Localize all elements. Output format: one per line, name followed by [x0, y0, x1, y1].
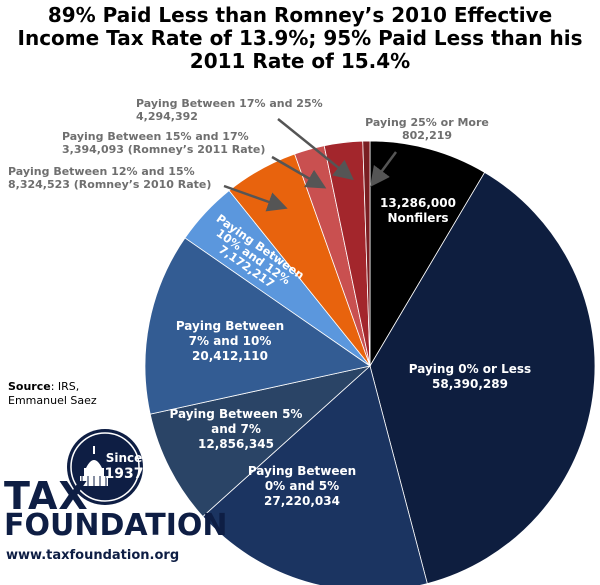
label-seven-to-10: Paying Between 7% and 10% 20,412,110: [176, 319, 284, 363]
label-five-to-7-line-1: Paying Between 5%: [170, 407, 303, 421]
label-five-to-7-line-2: and 7%: [211, 422, 261, 436]
slice-seven-to-10: [144, 237, 371, 415]
label-seventeen-to-25-line-1: Paying Between 17% and 25%: [136, 97, 323, 110]
logo-word-foundation: FOUNDATION: [4, 508, 228, 543]
label-zero-to-5: Paying Between 0% and 5% 27,220,034: [248, 464, 356, 508]
label-nonfilers: 13,286,000 Nonfilers: [380, 196, 456, 225]
label-five-to-7-line-3: 12,856,345: [198, 437, 274, 451]
source-label: Source: [8, 380, 51, 393]
label-seven-to-10-line-3: 20,412,110: [192, 349, 268, 363]
label-seven-to-10-line-2: 7% and 10%: [189, 334, 272, 348]
label-zero-to-5-line-3: 27,220,034: [264, 494, 340, 508]
label-zero-or-less-line-2: 58,390,289: [432, 377, 508, 391]
label-twelve-to-15-line-2: 8,324,523 (Romney’s 2010 Rate): [8, 178, 211, 191]
label-twelve-to-15: Paying Between 12% and 15% 8,324,523 (Rom…: [8, 165, 211, 191]
label-fifteen-to-17-line-1: Paying Between 15% and 17%: [62, 130, 249, 143]
logo-word-tax: TAX: [4, 474, 89, 518]
badge-year: 1937: [105, 466, 144, 482]
label-seventeen-to-25-line-2: 4,294,392: [136, 110, 198, 123]
label-zero-or-less-line-1: Paying 0% or Less: [409, 362, 531, 376]
label-nonfilers-line-2: Nonfilers: [387, 211, 448, 225]
source-text-1: : IRS,: [50, 380, 80, 393]
slice-five-to-7: [149, 365, 372, 518]
label-seven-to-10-line-1: Paying Between: [176, 319, 284, 333]
label-twentyfive-plus-line-2: 802,219: [402, 129, 452, 142]
source-note: Source: IRS, Emmanuel Saez: [8, 380, 97, 408]
label-fifteen-to-17: Paying Between 15% and 17% 3,394,093 (Rom…: [62, 130, 265, 156]
label-five-to-7: Paying Between 5% and 7% 12,856,345: [170, 407, 303, 451]
label-twentyfive-plus: Paying 25% or More 802,219: [365, 116, 489, 142]
label-twentyfive-plus-line-1: Paying 25% or More: [365, 116, 489, 129]
title-line-3: 2011 Rate of 15.4%: [189, 49, 411, 73]
label-zero-or-less: Paying 0% or Less 58,390,289: [409, 362, 531, 391]
label-seventeen-to-25: Paying Between 17% and 25% 4,294,392: [136, 97, 323, 123]
label-fifteen-to-17-line-2: 3,394,093 (Romney’s 2011 Rate): [62, 143, 265, 156]
source-text-2: Emmanuel Saez: [8, 394, 97, 407]
capitol-badge-icon: Since 1937: [67, 429, 144, 505]
badge-since: Since: [106, 451, 143, 465]
chart-title: 89% Paid Less than Romney’s 2010 Effecti…: [0, 4, 600, 73]
arrow-seventeen-to-25: [277, 118, 354, 181]
arrow-twelve-to-15: [223, 184, 288, 212]
label-zero-to-5-line-2: 0% and 5%: [265, 479, 339, 493]
slice-twentyfive-plus: [362, 140, 371, 367]
arrow-fifteen-to-17: [271, 155, 327, 189]
logo-url: www.taxfoundation.org: [6, 548, 180, 563]
arrow-twentyfive-plus: [370, 151, 398, 188]
title-line-1: 89% Paid Less than Romney’s 2010 Effecti…: [47, 3, 553, 27]
tax-foundation-logo: Since 1937 TAX FOUNDATION www.taxfoundat…: [4, 428, 228, 578]
slice-nonfilers: [369, 140, 486, 368]
label-twelve-to-15-line-1: Paying Between 12% and 15%: [8, 165, 195, 178]
slice-zero-to-5: [202, 365, 428, 585]
slice-zero-or-less: [369, 171, 596, 585]
title-line-2: Income Tax Rate of 13.9%; 95% Paid Less …: [17, 26, 583, 50]
label-zero-to-5-line-1: Paying Between: [248, 464, 356, 478]
label-nonfilers-line-1: 13,286,000: [380, 196, 456, 210]
